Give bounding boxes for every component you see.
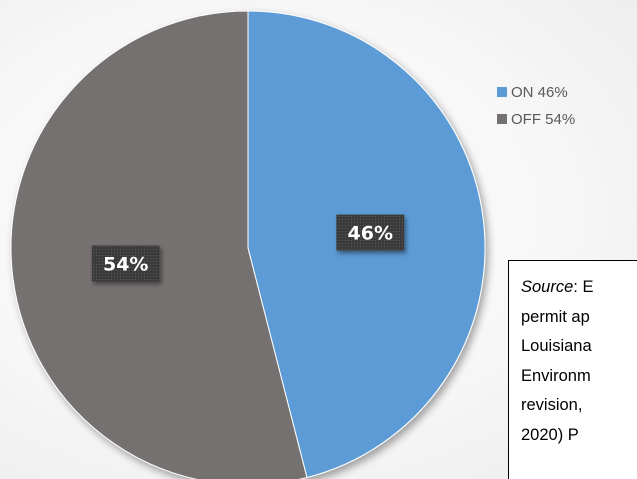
data-label-box-on (336, 214, 405, 251)
legend-label-off: OFF 54% (511, 110, 576, 128)
pie-slice-off (10, 10, 308, 479)
legend-item-off: OFF 54% (497, 108, 575, 130)
source-line-6: 2020) P (521, 425, 579, 444)
source-note-box: Source: E permit ap Louisiana Environm r… (508, 260, 637, 479)
data-label-off: 54% (91, 245, 160, 282)
source-label: Source (521, 278, 574, 296)
data-label-text-off: 54% (103, 253, 148, 275)
source-line-2: permit ap (521, 307, 590, 326)
data-label-on: 46% (336, 214, 405, 251)
data-label-text-on: 46% (348, 223, 393, 245)
legend: ON 46% OFF 54% (497, 81, 575, 135)
source-line-5: revision, (521, 396, 583, 414)
pie-data-labels: 46% 54% (91, 214, 405, 282)
data-label-box-off (91, 245, 160, 282)
source-line-1-text: : E (573, 278, 594, 296)
legend-swatch-off (497, 114, 507, 124)
legend-label-on: ON 46% (511, 83, 568, 101)
source-line-3: Louisiana (521, 337, 592, 355)
source-line-4: Environm (521, 366, 591, 385)
legend-swatch-on (497, 87, 507, 97)
legend-item-on: ON 46% (497, 81, 575, 103)
pie-slices (10, 10, 486, 479)
source-line-1: Source: E (521, 273, 637, 303)
